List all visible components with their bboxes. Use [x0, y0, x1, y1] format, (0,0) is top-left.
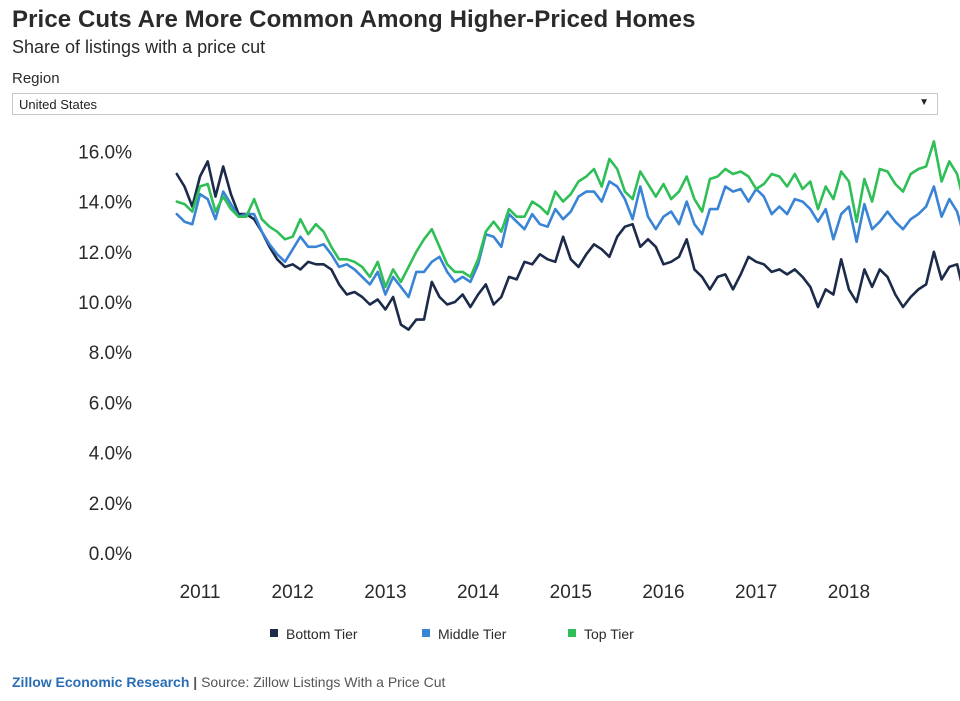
region-label: Region [12, 70, 60, 87]
y-tick-label: 0.0% [89, 544, 132, 565]
footer-separator: | [193, 674, 198, 690]
x-tick-label: 2011 [180, 582, 221, 603]
series-line-middle [175, 180, 960, 299]
chart-title: Price Cuts Are More Common Among Higher-… [12, 6, 696, 33]
series-line-top [175, 140, 960, 289]
y-tick-label: 14.0% [78, 193, 132, 214]
y-tick-label: 8.0% [89, 343, 132, 364]
chart-subtitle: Share of listings with a price cut [12, 37, 266, 57]
legend-swatch-top [568, 629, 576, 637]
y-tick-label: 12.0% [78, 243, 132, 264]
x-tick-label: 2016 [642, 582, 684, 603]
y-tick-label: 10.0% [78, 293, 132, 314]
footer-source: Source: Zillow Listings With a Price Cut [201, 674, 446, 690]
x-tick-label: 2013 [364, 582, 406, 603]
legend-label-bottom: Bottom Tier [286, 626, 358, 642]
y-tick-label: 2.0% [89, 494, 132, 515]
x-tick-label: 2014 [457, 582, 500, 603]
chevron-down-icon: ▼ [919, 97, 929, 108]
region-dropdown[interactable]: United States ▼ [12, 93, 938, 115]
y-tick-label: 4.0% [89, 444, 132, 465]
y-tick-label: 16.0% [78, 142, 132, 163]
region-selected-value: United States [19, 97, 98, 112]
x-tick-label: 2018 [828, 582, 870, 603]
series-line-bottom [175, 160, 960, 331]
legend-swatch-bottom [270, 629, 278, 637]
y-tick-label: 6.0% [89, 393, 132, 414]
legend-label-middle: Middle Tier [438, 626, 507, 642]
x-tick-label: 2012 [272, 582, 314, 603]
legend-swatch-middle [422, 629, 430, 637]
footer-brand: Zillow Economic Research [12, 674, 190, 690]
legend-label-top: Top Tier [584, 626, 634, 642]
x-tick-label: 2017 [735, 582, 777, 603]
footer: Zillow Economic Research | Source: Zillo… [12, 674, 445, 690]
x-tick-label: 2015 [550, 582, 592, 603]
